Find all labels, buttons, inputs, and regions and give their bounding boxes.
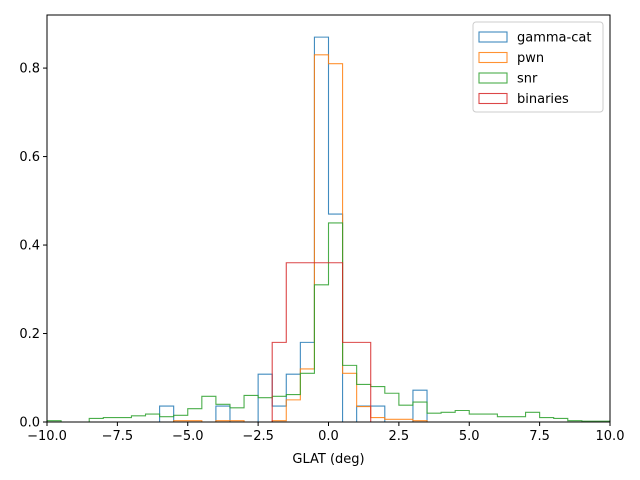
legend-label-binaries: binaries <box>517 92 569 107</box>
y-tick-label: 0.2 <box>19 327 40 342</box>
y-tick-label: 0.4 <box>19 239 40 254</box>
legend-swatch-pwn <box>478 51 508 64</box>
x-tick-label: −7.5 <box>102 429 134 444</box>
x-tick-label: 2.5 <box>389 429 410 444</box>
series-snr-step <box>46 222 611 423</box>
series-pwn-step <box>173 54 428 423</box>
x-tick-label: 0.0 <box>318 429 339 444</box>
series-gamma-cat-step <box>159 36 428 423</box>
x-tick-label: 10.0 <box>596 429 625 444</box>
y-tick-label: 0.8 <box>19 62 40 77</box>
y-tick-label: 0.0 <box>19 416 40 431</box>
legend: gamma-cat pwn snr binaries <box>472 21 604 113</box>
x-axis-label: GLAT (deg) <box>292 452 364 467</box>
legend-swatch-binaries <box>478 92 508 105</box>
legend-swatch-snr <box>478 72 508 84</box>
y-tick-label: 0.6 <box>19 150 40 165</box>
legend-label-pwn: pwn <box>517 51 544 66</box>
legend-box <box>472 21 604 113</box>
x-tick-label: −5.0 <box>172 429 204 444</box>
x-tick-label: 5.0 <box>459 429 480 444</box>
legend-swatch-gamma-cat <box>478 31 508 43</box>
legend-label-snr: snr <box>517 72 538 87</box>
y-axis: 0.0 0.2 0.4 0.6 0.8 <box>19 62 47 431</box>
x-tick-label: −2.5 <box>242 429 274 444</box>
series-binaries-step <box>271 262 372 422</box>
x-tick-label: −10.0 <box>27 429 67 444</box>
x-tick-label: 7.5 <box>529 429 550 444</box>
x-axis: −10.0 −7.5 −5.0 −2.5 0.0 2.5 5.0 7.5 10.0 <box>27 422 624 444</box>
legend-label-gamma-cat: gamma-cat <box>517 31 591 46</box>
